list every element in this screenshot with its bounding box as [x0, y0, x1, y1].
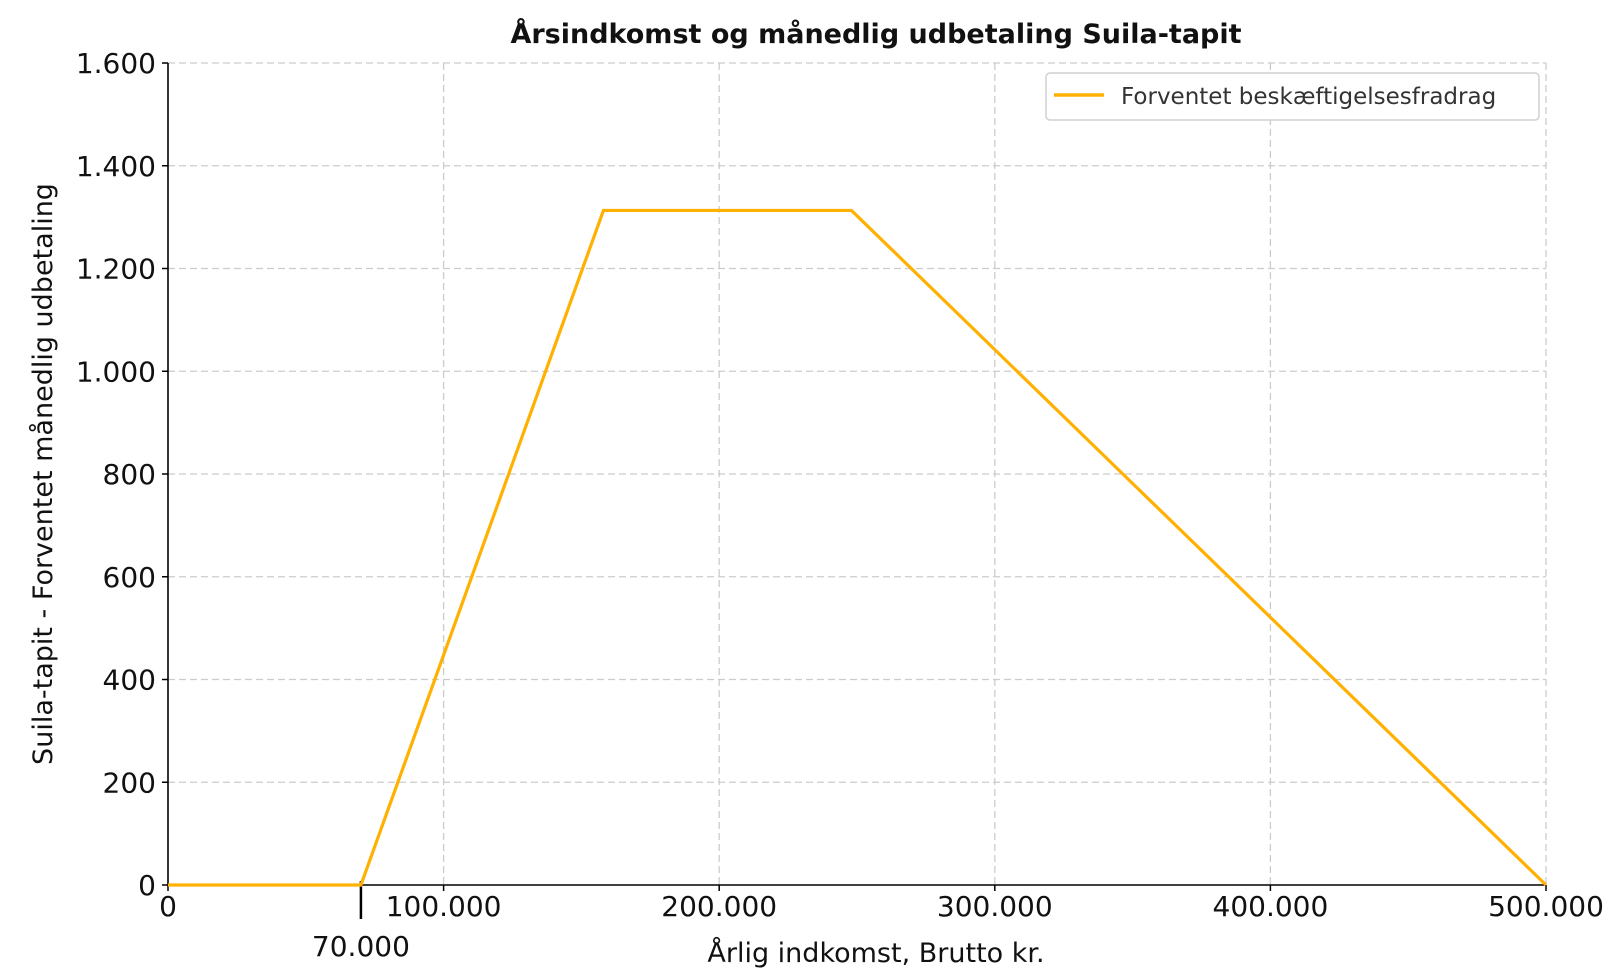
y-tick-label: 1.000: [76, 355, 156, 388]
y-tick-label: 1.600: [76, 47, 156, 80]
y-tick-label: 1.200: [76, 253, 156, 286]
x-tick-label: 100.000: [386, 890, 502, 923]
y-tick-label: 800: [103, 458, 156, 491]
series: [168, 208, 1548, 887]
y-tick-label: 0: [138, 869, 156, 902]
annotations: 70.000: [312, 881, 410, 963]
y-tick-label: 1.400: [76, 150, 156, 183]
x-tick-label: 400.000: [1213, 890, 1329, 923]
legend-box: [1045, 72, 1540, 121]
y-tick-label: 400: [103, 664, 156, 697]
y-axis-label: Suila-tapit - Forventet månedlig udbetal…: [28, 183, 59, 765]
series-line: [168, 208, 1548, 887]
legend: Forventet beskæftigelsesfradrag: [1045, 72, 1540, 121]
grid: [168, 62, 1547, 885]
annotation-label: 70.000: [312, 930, 410, 963]
x-tick-label: 300.000: [937, 890, 1053, 923]
x-tick-label: 0: [159, 890, 177, 923]
y-tick-label: 600: [103, 561, 156, 594]
x-axis-label: Årlig indkomst, Brutto kr.: [707, 937, 1044, 969]
y-tick-label: 200: [103, 766, 156, 799]
x-ticks: 0 100.000 200.000 300.000 400.000 500.000: [159, 885, 1604, 923]
legend-label: Forventet beskæftigelsesfradrag: [1121, 84, 1496, 110]
y-ticks: 0 200 400 600 800 1.000 1.200 1.400 1.600: [76, 47, 168, 902]
x-tick-label: 200.000: [661, 890, 777, 923]
x-tick-label: 500.000: [1488, 890, 1604, 923]
chart-title: Årsindkomst og månedlig udbetaling Suila…: [510, 18, 1241, 50]
